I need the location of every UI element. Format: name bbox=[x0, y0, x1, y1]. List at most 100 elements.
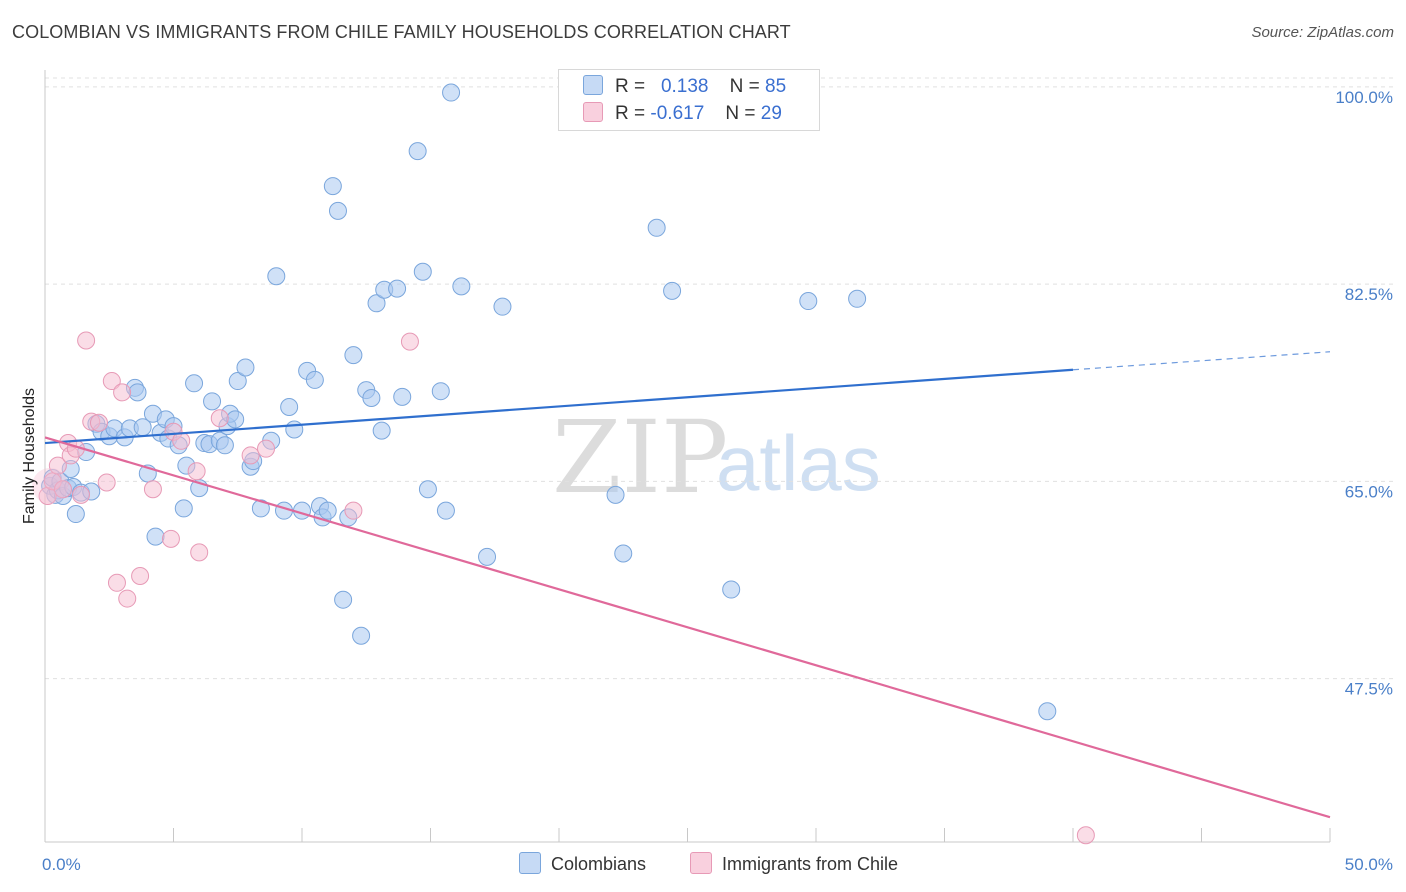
colombians-point bbox=[647, 218, 666, 237]
chile-point bbox=[190, 543, 209, 562]
colombians-point bbox=[418, 480, 437, 499]
chile-point bbox=[400, 332, 419, 351]
legend-swatch-blue bbox=[583, 75, 603, 95]
colombians-point bbox=[478, 547, 497, 566]
colombians-point bbox=[305, 370, 324, 389]
y-tick-label: 65.0% bbox=[1345, 482, 1393, 501]
source-note: Source: ZipAtlas.com bbox=[1251, 24, 1394, 41]
chile-point bbox=[118, 589, 137, 608]
chile-point bbox=[97, 473, 116, 492]
colombians-point bbox=[799, 292, 818, 311]
bottom-legend-swatch-blue bbox=[519, 852, 541, 874]
grid bbox=[45, 77, 1394, 680]
bottom-legend-label: Immigrants from Chile bbox=[722, 854, 899, 874]
y-axis-title: Family Households bbox=[21, 388, 38, 524]
axes bbox=[44, 70, 1331, 843]
legend-n-label: N = bbox=[729, 76, 760, 97]
chile-point bbox=[257, 439, 276, 458]
legend-row-colombians: R = 0.138 N = 85 bbox=[583, 75, 786, 101]
colombians-point bbox=[146, 527, 165, 546]
colombians-point bbox=[228, 372, 247, 391]
colombians-point bbox=[388, 279, 407, 298]
series-immigrants-from-chile bbox=[32, 331, 1095, 845]
colombians-point bbox=[848, 289, 867, 308]
watermark-atlas: atlas bbox=[716, 419, 881, 507]
colombians-point bbox=[280, 397, 299, 416]
colombians-point bbox=[128, 383, 147, 402]
legend-r-value: -0.617 bbox=[650, 103, 705, 124]
colombians-point bbox=[614, 544, 633, 563]
chile-point bbox=[241, 446, 260, 465]
chile-point bbox=[1076, 826, 1095, 845]
y-tick-label: 47.5% bbox=[1345, 680, 1393, 699]
colombians-point bbox=[66, 505, 85, 524]
colombians-point bbox=[334, 590, 353, 609]
correlation-legend: R = 0.138 N = 85 R = -0.617 N = 29 bbox=[558, 69, 820, 131]
colombians-point bbox=[372, 421, 391, 440]
colombians-point bbox=[722, 580, 741, 599]
colombians-point bbox=[452, 277, 471, 296]
legend-r-value: 0.138 bbox=[660, 76, 709, 97]
chile-point bbox=[48, 456, 67, 475]
legend-r-label: R = bbox=[615, 76, 646, 97]
chile-point bbox=[161, 529, 180, 548]
colombians-point bbox=[267, 267, 286, 286]
colombians-point bbox=[413, 262, 432, 281]
colombians-point bbox=[226, 410, 245, 429]
series-colombians bbox=[41, 83, 1057, 721]
colombians-point bbox=[663, 281, 682, 300]
colombians-point bbox=[431, 382, 450, 401]
chile-point bbox=[71, 485, 90, 504]
chile-point bbox=[344, 501, 363, 520]
bottom-legend-colombians: Colombians bbox=[519, 852, 646, 876]
x-tick-label: 50.0% bbox=[1345, 855, 1393, 874]
colombians-point bbox=[493, 297, 512, 316]
chile-point bbox=[89, 413, 108, 432]
chart-title: COLOMBIAN VS IMMIGRANTS FROM CHILE FAMIL… bbox=[12, 22, 791, 42]
colombians-point bbox=[442, 83, 461, 102]
colombians-point bbox=[323, 177, 342, 196]
chile-point bbox=[113, 383, 132, 402]
colombians-point bbox=[251, 499, 270, 518]
chile-point bbox=[187, 462, 206, 481]
colombians-point bbox=[606, 485, 625, 504]
chile-trend-line bbox=[44, 436, 1331, 819]
y-tick-label: 82.5% bbox=[1345, 285, 1393, 304]
legend-r-label: R = bbox=[615, 103, 646, 124]
colombians-point bbox=[344, 346, 363, 365]
chile-point bbox=[53, 480, 72, 499]
colombians-point bbox=[362, 388, 381, 407]
colombians-point bbox=[367, 294, 386, 313]
colombians-point bbox=[215, 436, 234, 455]
chile-point bbox=[102, 372, 121, 391]
colombians-point bbox=[185, 374, 204, 393]
bottom-legend-chile: Immigrants from Chile bbox=[690, 852, 898, 876]
legend-row-chile: R = -0.617 N = 29 bbox=[583, 102, 782, 128]
colombians-point bbox=[1038, 702, 1057, 721]
colombians-point bbox=[203, 392, 222, 411]
trend-lines bbox=[44, 351, 1331, 819]
y-tick-label: 100.0% bbox=[1335, 88, 1393, 107]
legend-n-value: 29 bbox=[760, 103, 782, 124]
colombians-point bbox=[328, 201, 347, 220]
legend-n-value: 85 bbox=[765, 76, 787, 97]
colombians-point bbox=[285, 420, 304, 439]
chile-point bbox=[77, 331, 96, 350]
colombians-trend-line bbox=[44, 368, 1074, 445]
watermark: ZIP atlas bbox=[552, 399, 881, 516]
colombians-point bbox=[318, 501, 337, 520]
colombians-point bbox=[236, 358, 255, 377]
chile-cluster bbox=[32, 467, 69, 504]
colombians-point bbox=[352, 626, 371, 645]
watermark-zip: ZIP bbox=[552, 399, 728, 516]
colombians-trend-extension bbox=[1072, 351, 1331, 371]
bottom-legend-swatch-pink bbox=[690, 852, 712, 874]
legend-swatch-pink bbox=[583, 102, 603, 122]
chile-point bbox=[143, 480, 162, 499]
colombians-point bbox=[174, 499, 193, 518]
colombians-point bbox=[408, 142, 427, 161]
x-tick-label: 0.0% bbox=[42, 855, 81, 874]
bottom-legend-label: Colombians bbox=[551, 854, 647, 874]
chile-point bbox=[131, 567, 150, 586]
